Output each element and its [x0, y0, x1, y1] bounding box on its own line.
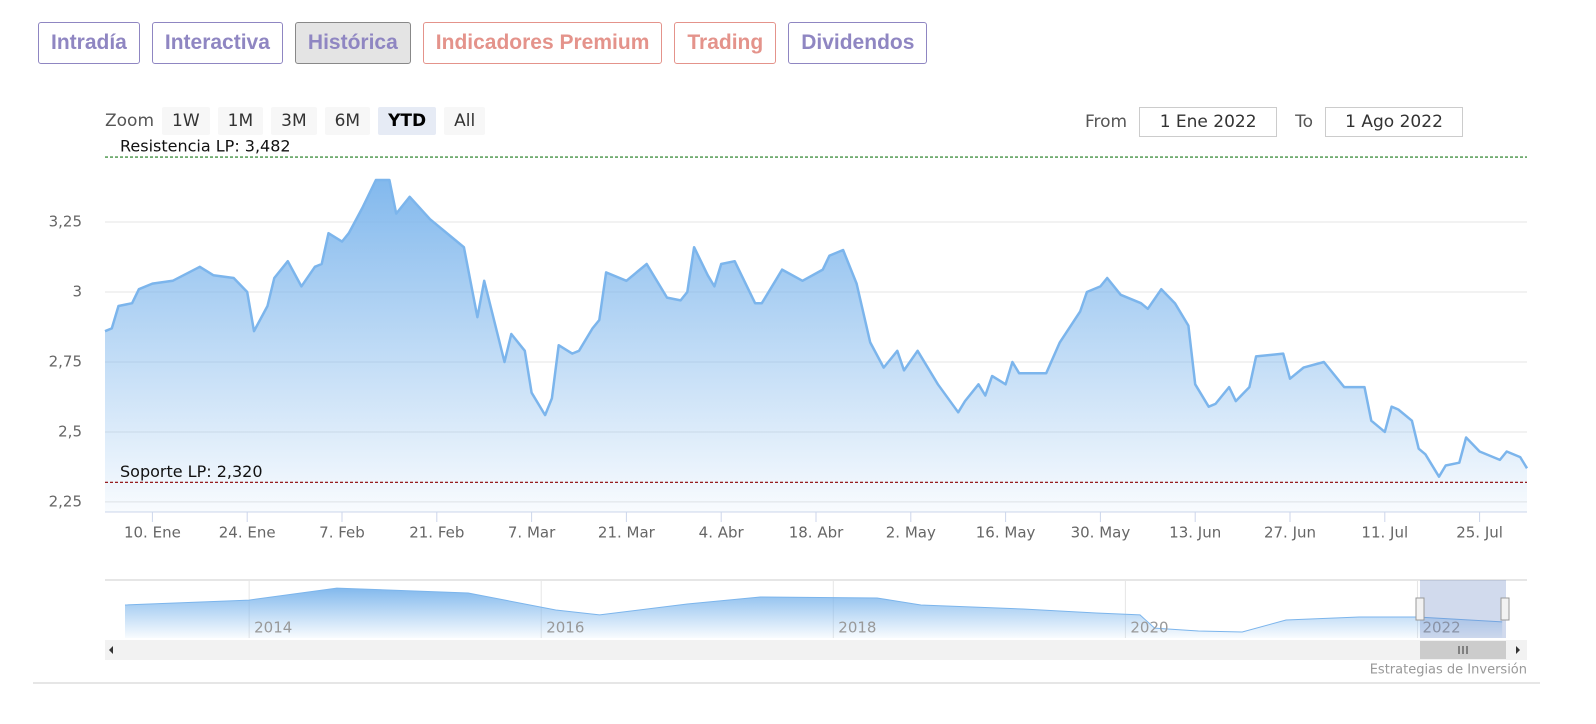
x-tick-label: 4. Abr [699, 524, 745, 542]
x-tick-label: 25. Jul [1456, 524, 1503, 542]
y-tick-label: 3,25 [49, 212, 82, 230]
zoom-button[interactable]: 1W [162, 107, 210, 135]
x-tick-label: 10. Ene [124, 524, 181, 542]
plot-line-label: Resistencia LP: 3,482 [120, 137, 291, 156]
navigator-tick-label: 2018 [838, 619, 876, 637]
x-tick-label: 11. Jul [1361, 524, 1408, 542]
from-label: From [1085, 112, 1128, 132]
plot-line-label: Soporte LP: 2,320 [120, 462, 263, 481]
tab[interactable]: Indicadores Premium [422, 22, 663, 64]
x-tick-label: 21. Mar [598, 524, 656, 542]
zoom-bar: Zoom 1W 1M 3M 6M YTD All [105, 107, 486, 135]
navigator-tick-label: 2022 [1422, 619, 1460, 637]
x-tick-label: 21. Feb [409, 524, 464, 542]
y-tick-label: 2,25 [49, 492, 82, 510]
x-tick-label: 2. May [886, 524, 936, 542]
navigator-area [125, 588, 1503, 638]
zoom-button[interactable]: 1M [217, 107, 264, 135]
x-tick-label: 27. Jun [1264, 524, 1316, 542]
zoom-button[interactable]: All [444, 107, 486, 135]
x-tick-label: 16. May [976, 524, 1036, 542]
x-tick-label: 7. Mar [508, 524, 556, 542]
x-tick-label: 24. Ene [219, 524, 276, 542]
navigator-tick-label: 2014 [254, 619, 292, 637]
navigator-tick-label: 2016 [546, 619, 584, 637]
x-tick-label: 7. Feb [319, 524, 365, 542]
credit: Estrategias de Inversión [1370, 663, 1527, 678]
tab[interactable]: Intradía [38, 22, 140, 64]
tabs: Intradía Interactiva Histórica Indicadores … [38, 22, 928, 64]
navigator-tick-label: 2020 [1130, 619, 1168, 637]
navigator-line [124, 587, 1503, 633]
from-input[interactable]: 1 Ene 2022 [1139, 107, 1278, 137]
y-tick-label: 2,75 [49, 352, 82, 370]
x-tick-label: 13. Jun [1169, 524, 1221, 542]
scroll-left-arrow[interactable] [109, 646, 113, 654]
navigator-handle[interactable] [1415, 597, 1425, 621]
y-tick-label: 3 [72, 282, 82, 300]
scrollbar-track [105, 640, 1527, 660]
area [105, 180, 1527, 512]
navigator-handle[interactable] [1500, 597, 1510, 621]
tab[interactable]: Histórica [294, 22, 411, 64]
line [104, 178, 1529, 478]
zoom-button[interactable]: 3M [271, 107, 317, 135]
navigator-selection [1420, 580, 1506, 638]
thumb-grip [1458, 646, 1468, 654]
zoom-label: Zoom [105, 111, 155, 131]
to-label: To [1295, 112, 1314, 132]
x-tick-label: 18. Abr [789, 524, 844, 542]
tab[interactable]: Dividendos [788, 22, 928, 64]
tab[interactable]: Interactiva [151, 22, 283, 64]
scroll-right-arrow[interactable] [1516, 646, 1520, 654]
zoom-button[interactable]: YTD [378, 107, 437, 135]
x-tick-label: 30. May [1071, 524, 1131, 542]
to-input[interactable]: 1 Ago 2022 [1325, 107, 1464, 137]
tab[interactable]: Trading [674, 22, 777, 64]
y-tick-label: 2,5 [58, 422, 82, 440]
range-selector: From 1 Ene 2022 To 1 Ago 2022 [1085, 107, 1464, 137]
zoom-button[interactable]: 6M [324, 107, 371, 135]
